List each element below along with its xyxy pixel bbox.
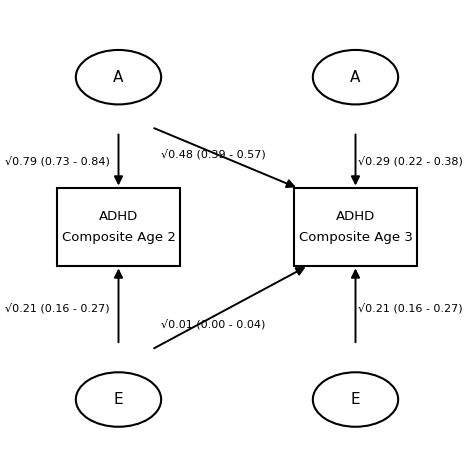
Text: A: A <box>113 69 124 85</box>
Text: √0.29 (0.22 - 0.38): √0.29 (0.22 - 0.38) <box>358 156 463 167</box>
FancyBboxPatch shape <box>294 188 417 266</box>
Text: ADHD
Composite Age 2: ADHD Composite Age 2 <box>62 211 175 243</box>
Ellipse shape <box>76 372 161 427</box>
Text: A: A <box>350 69 361 85</box>
Ellipse shape <box>313 372 398 427</box>
Text: E: E <box>114 392 123 407</box>
Text: √0.48 (0.39 - 0.57): √0.48 (0.39 - 0.57) <box>161 149 266 160</box>
Text: √0.21 (0.16 - 0.27): √0.21 (0.16 - 0.27) <box>358 303 463 314</box>
Text: √0.21 (0.16 - 0.27): √0.21 (0.16 - 0.27) <box>5 303 109 314</box>
Text: E: E <box>351 392 360 407</box>
Text: √0.79 (0.73 - 0.84): √0.79 (0.73 - 0.84) <box>5 156 109 167</box>
Ellipse shape <box>76 50 161 104</box>
Ellipse shape <box>313 50 398 104</box>
Text: ADHD
Composite Age 3: ADHD Composite Age 3 <box>299 211 412 243</box>
FancyBboxPatch shape <box>57 188 180 266</box>
Text: √0.01 (0.00 - 0.04): √0.01 (0.00 - 0.04) <box>161 319 265 330</box>
